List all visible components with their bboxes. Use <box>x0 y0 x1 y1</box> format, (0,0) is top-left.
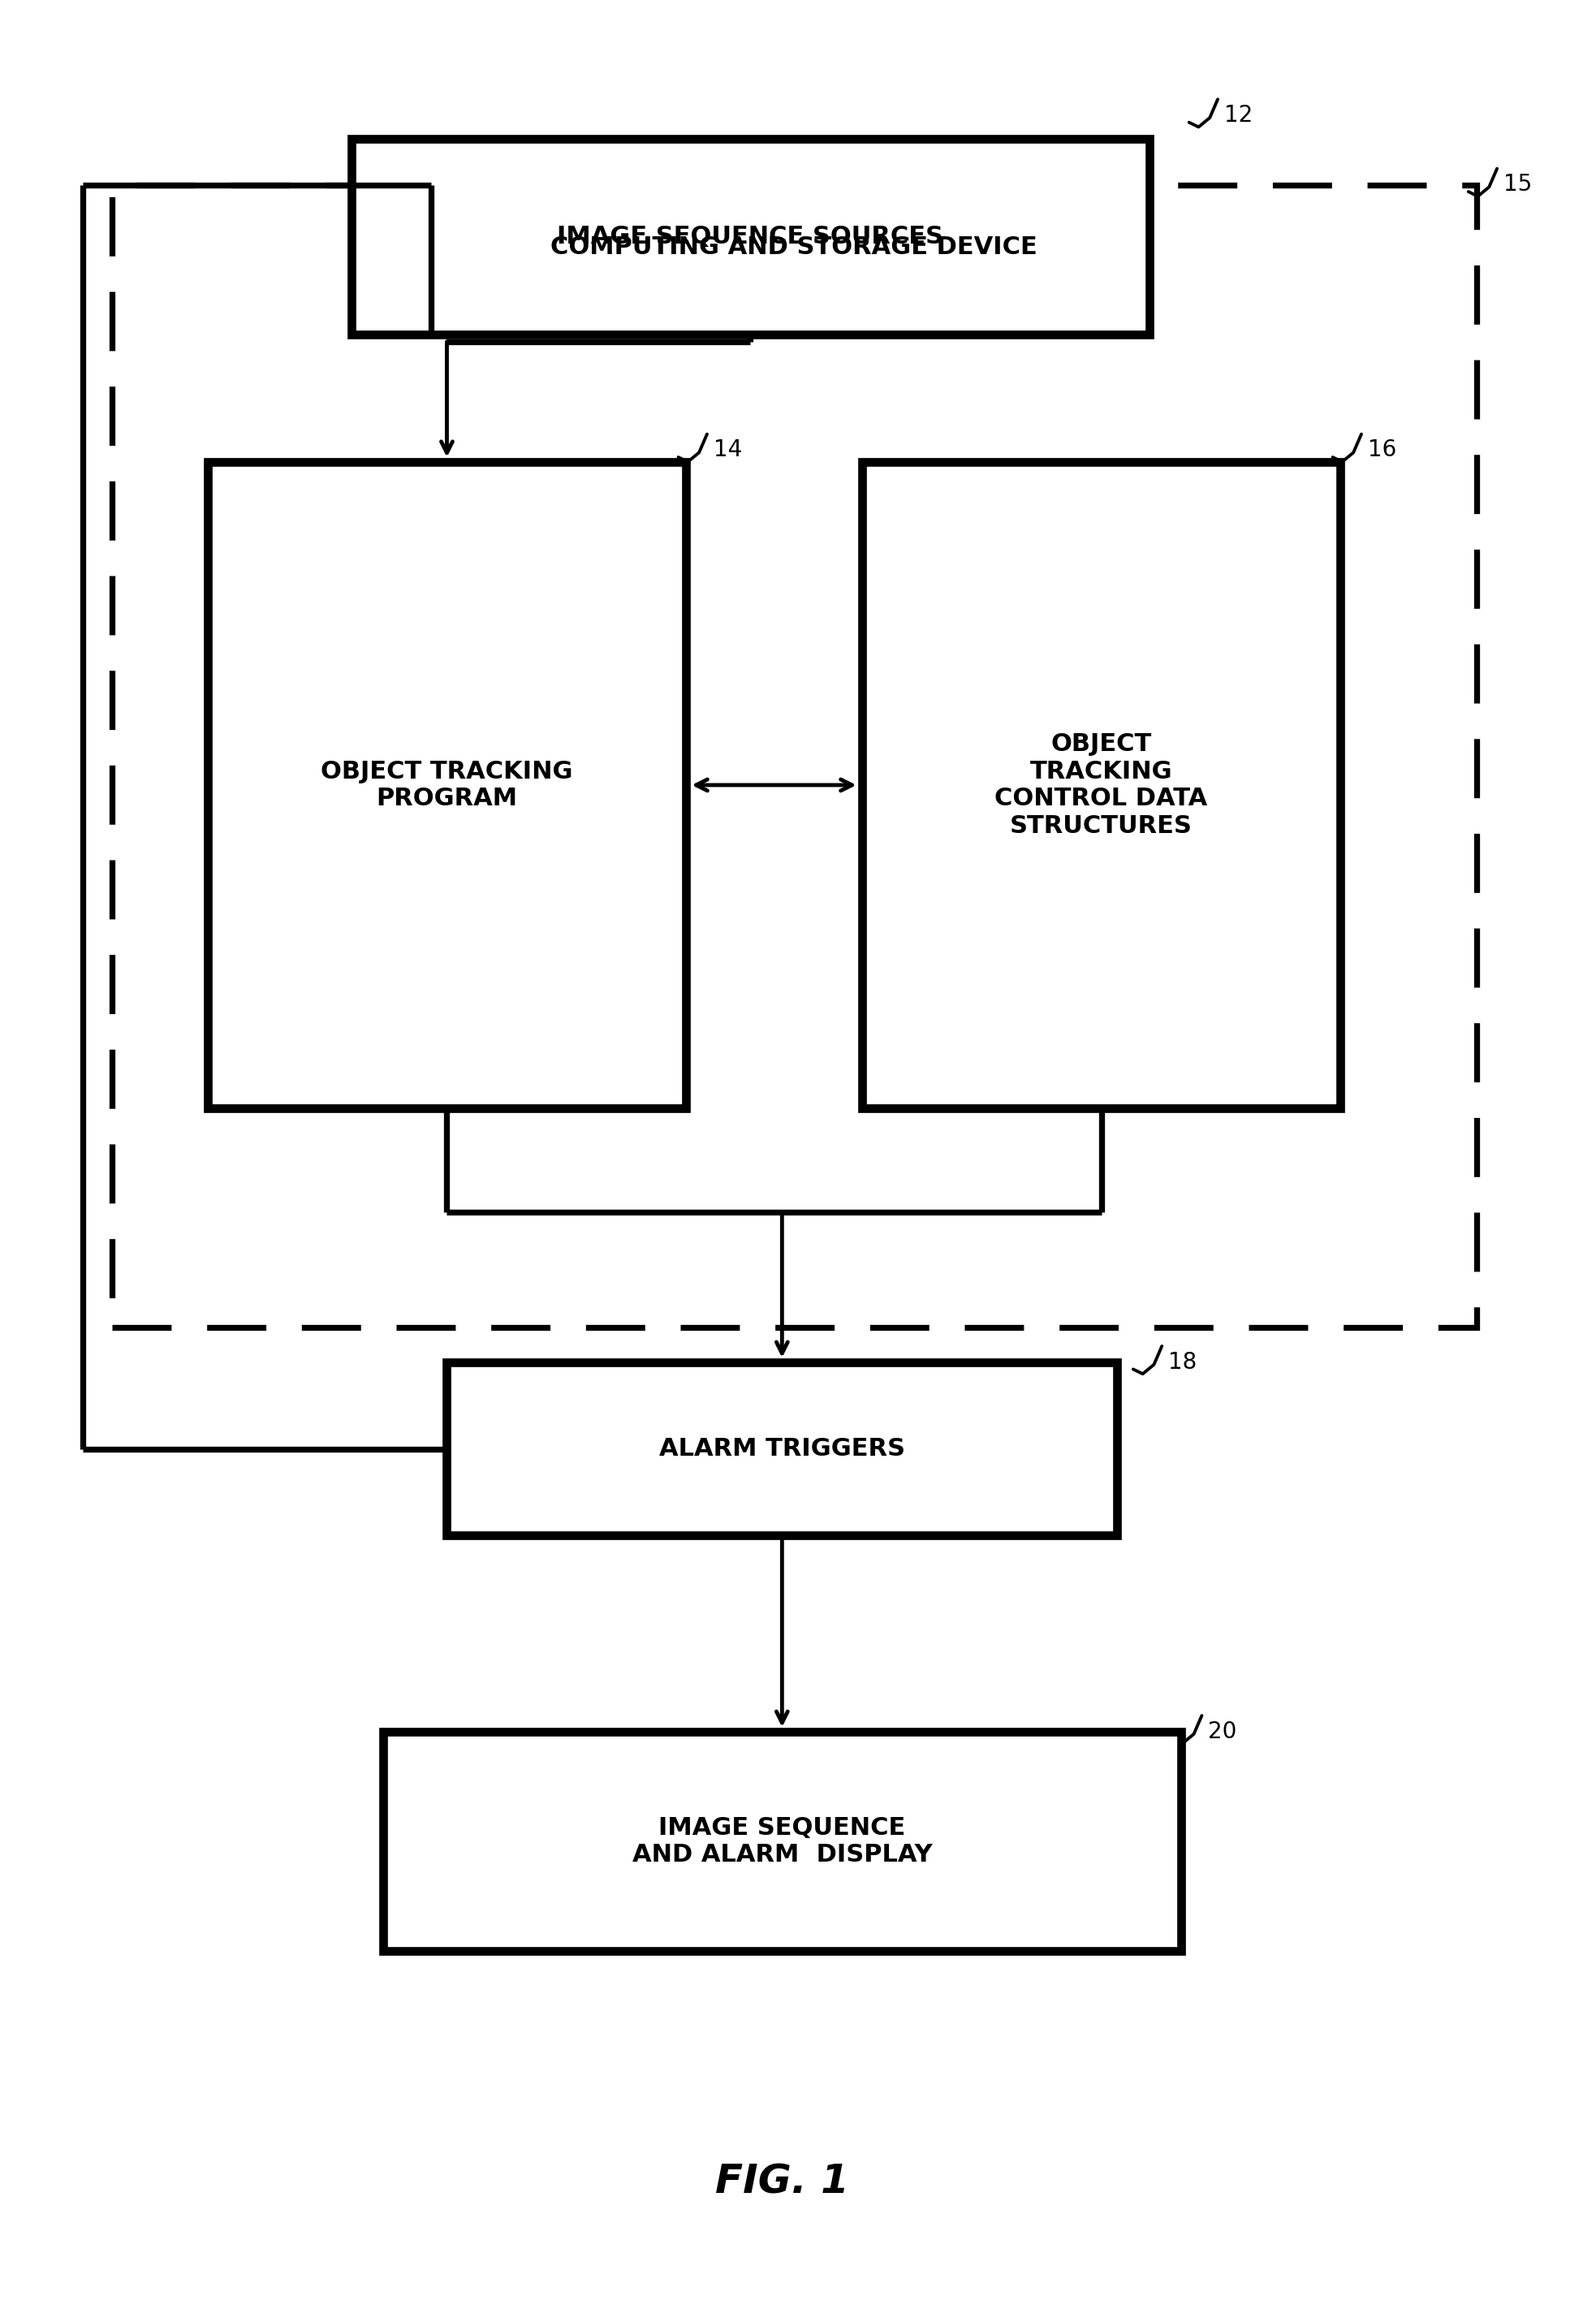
Text: IMAGE SEQUENCE
AND ALARM  DISPLAY: IMAGE SEQUENCE AND ALARM DISPLAY <box>632 1815 932 1868</box>
Text: 14: 14 <box>713 439 742 462</box>
Bar <box>383 1732 1181 1951</box>
Bar <box>207 462 686 1108</box>
Bar <box>447 1362 1117 1535</box>
Text: 12: 12 <box>1224 104 1253 127</box>
Bar <box>112 185 1476 1328</box>
Text: 18: 18 <box>1168 1351 1197 1374</box>
Text: OBJECT
TRACKING
CONTROL DATA
STRUCTURES: OBJECT TRACKING CONTROL DATA STRUCTURES <box>994 732 1208 838</box>
Text: 15: 15 <box>1503 173 1532 196</box>
Text: FIG. 1: FIG. 1 <box>715 2164 849 2200</box>
Bar <box>351 139 1149 335</box>
Text: OBJECT TRACKING
PROGRAM: OBJECT TRACKING PROGRAM <box>321 760 573 810</box>
Text: COMPUTING AND STORAGE DEVICE: COMPUTING AND STORAGE DEVICE <box>551 236 1037 259</box>
Text: IMAGE SEQUENCE SOURCES: IMAGE SEQUENCE SOURCES <box>557 224 943 249</box>
Bar <box>862 462 1341 1108</box>
Text: ALARM TRIGGERS: ALARM TRIGGERS <box>659 1436 905 1462</box>
Text: 20: 20 <box>1208 1720 1237 1743</box>
Text: 16: 16 <box>1368 439 1396 462</box>
